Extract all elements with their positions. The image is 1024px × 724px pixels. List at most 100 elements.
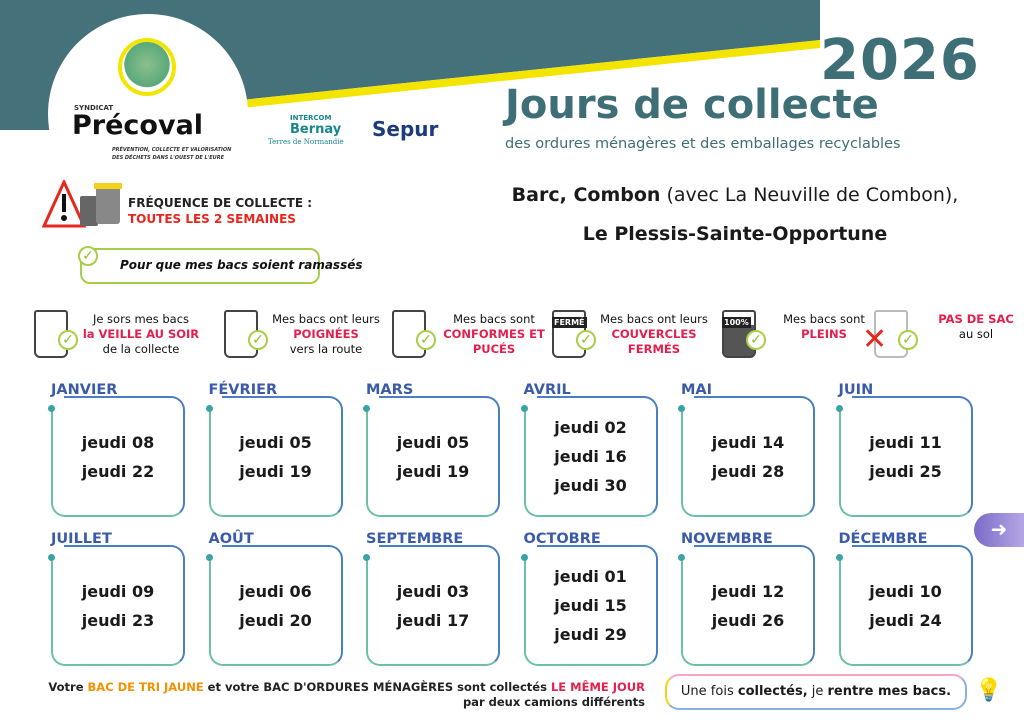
check-icon: ✓ (58, 330, 78, 350)
rule-item: Mes bacs sont CONFORMES ET PUCÉS (434, 312, 554, 357)
month-card (838, 396, 973, 517)
check-icon: ✓ (576, 330, 596, 350)
collection-date: jeudi 01 (554, 567, 627, 586)
towns-line1: Barc, Combon (avec La Neuville de Combon… (470, 184, 1000, 206)
month-dot (363, 554, 370, 561)
footer-line2: par deux camions différents (462, 695, 645, 709)
rule-highlight: POIGNÉES (293, 327, 359, 341)
rule-text: Mes bacs ont leurs (272, 312, 380, 326)
month-dates: jeudi 08 jeudi 22 (51, 396, 185, 517)
check-icon: ✓ (416, 330, 436, 350)
reminder-box: Une fois collectés, je rentre mes bacs. (665, 674, 967, 710)
collection-date: jeudi 30 (554, 476, 627, 495)
rule-highlight: PLEINS (801, 327, 847, 341)
month-card (838, 545, 973, 666)
collection-date: jeudi 10 (869, 581, 942, 601)
month-card (366, 396, 500, 517)
rule-after: de la collecte (102, 342, 180, 356)
collection-date: jeudi 20 (239, 610, 312, 630)
month-dot (678, 405, 685, 412)
month-card (681, 396, 815, 517)
month-dot (205, 405, 213, 412)
collection-date: jeudi 03 (396, 581, 470, 601)
intercom-line2: Bernay (290, 122, 342, 137)
next-page-button[interactable]: ➜ (974, 513, 1024, 547)
reminder-bold: collectés, (737, 684, 808, 699)
month-dot (363, 405, 370, 412)
collection-date: jeudi 15 (554, 596, 627, 615)
collection-date: jeudi 11 (869, 432, 942, 452)
month-card (681, 545, 815, 666)
page-subtitle: des ordures ménagères et des emballages … (505, 136, 901, 152)
reminder-text: Une fois (680, 684, 738, 699)
reminder-text: je (807, 684, 828, 699)
rule-item: PAS DE SAC au sol (916, 312, 1024, 342)
month-dates: jeudi 14 jeudi 28 (681, 396, 815, 517)
month-dot (835, 405, 843, 412)
rule-item: Mes bacs ont leurs COUVERCLES FERMÉS (594, 312, 714, 357)
page-title: Jours de collecte (505, 82, 879, 128)
warning-bins-icon (42, 180, 122, 228)
month-title: MAI (681, 382, 713, 398)
towns-line2: Le Plessis-Sainte-Opportune (582, 223, 888, 245)
frequency-value: TOUTES LES 2 SEMAINES (128, 212, 296, 226)
footer-note: Votre BAC DE TRI JAUNE et votre BAC D'OR… (40, 680, 645, 710)
month-title: JUIN (838, 382, 874, 398)
month-dates: jeudi 03 jeudi 17 (366, 545, 500, 666)
collection-date: jeudi 17 (396, 610, 470, 630)
month-title: OCTOBRE (523, 531, 601, 547)
month-title: AVRIL (523, 382, 571, 398)
collection-date: jeudi 05 (396, 432, 470, 452)
month-title: FÉVRIER (208, 382, 278, 398)
rule-highlight: COUVERCLES FERMÉS (611, 327, 697, 356)
rules-heading: Pour que mes bacs soient ramassés (120, 258, 363, 272)
rule-text: Mes bacs ont leurs (600, 312, 708, 326)
collection-date: jeudi 09 (81, 581, 155, 601)
rule-after: au sol (958, 327, 994, 341)
month-card (208, 396, 343, 517)
logo-prefix: SYNDICAT (74, 104, 114, 112)
month-title: JUILLET (51, 531, 112, 547)
month-dot (48, 405, 55, 412)
month-dates: jeudi 12 jeudi 26 (681, 545, 815, 666)
month-dates: jeudi 11 jeudi 25 (839, 396, 973, 517)
frequency-label: FRÉQUENCE DE COLLECTE : (128, 196, 313, 210)
intercom-logo: INTERCOM Bernay Terres de Normandie (268, 112, 344, 148)
precoval-tagline: PRÉVENTION, COLLECTE ET VALORISATION DES… (112, 147, 232, 161)
rule-highlight: la VEILLE AU SOIR (82, 327, 200, 341)
month-card (523, 545, 658, 666)
cross-icon: ✕ (862, 322, 888, 357)
month-dot (678, 554, 685, 561)
month-dates: jeudi 05 jeudi 19 (366, 396, 500, 517)
precoval-logo: Précoval (72, 110, 204, 141)
month-title: NOVEMBRE (681, 531, 773, 547)
month-card (51, 545, 185, 666)
rule-text: Mes bacs sont (783, 312, 865, 326)
collection-date: jeudi 08 (81, 432, 155, 452)
month-dot (835, 554, 843, 561)
rule-text: Je sors mes bacs (92, 312, 190, 326)
rule-highlight: PAS DE SAC (938, 312, 1014, 326)
rule-after: vers la route (289, 342, 363, 356)
month-dot (520, 405, 528, 412)
collection-date: jeudi 02 (554, 418, 627, 437)
month-card (51, 396, 185, 517)
collection-date: jeudi 23 (81, 610, 155, 630)
reminder-bold: rentre mes bacs. (827, 684, 952, 699)
check-icon: ✓ (746, 330, 766, 350)
month-dot (520, 554, 528, 561)
month-title: MARS (366, 382, 414, 398)
collection-date: jeudi 19 (396, 461, 470, 481)
bin-badge: 100% (722, 317, 751, 328)
collection-date: jeudi 06 (239, 581, 312, 601)
lightbulb-icon: 💡 (975, 678, 1003, 703)
footer-same-day: LE MÊME JOUR (550, 680, 645, 694)
rule-highlight: CONFORMES ET PUCÉS (443, 327, 545, 356)
towns-bold: Barc, Combon (511, 184, 661, 206)
month-dates: jeudi 02 jeudi 16 jeudi 30 (524, 396, 658, 517)
collection-date: jeudi 29 (554, 625, 627, 644)
collection-date: jeudi 24 (869, 610, 942, 630)
intercom-line1: INTERCOM (290, 114, 332, 122)
month-title: SEPTEMBRE (366, 531, 464, 547)
month-dates: jeudi 01 jeudi 15 jeudi 29 (524, 545, 658, 666)
